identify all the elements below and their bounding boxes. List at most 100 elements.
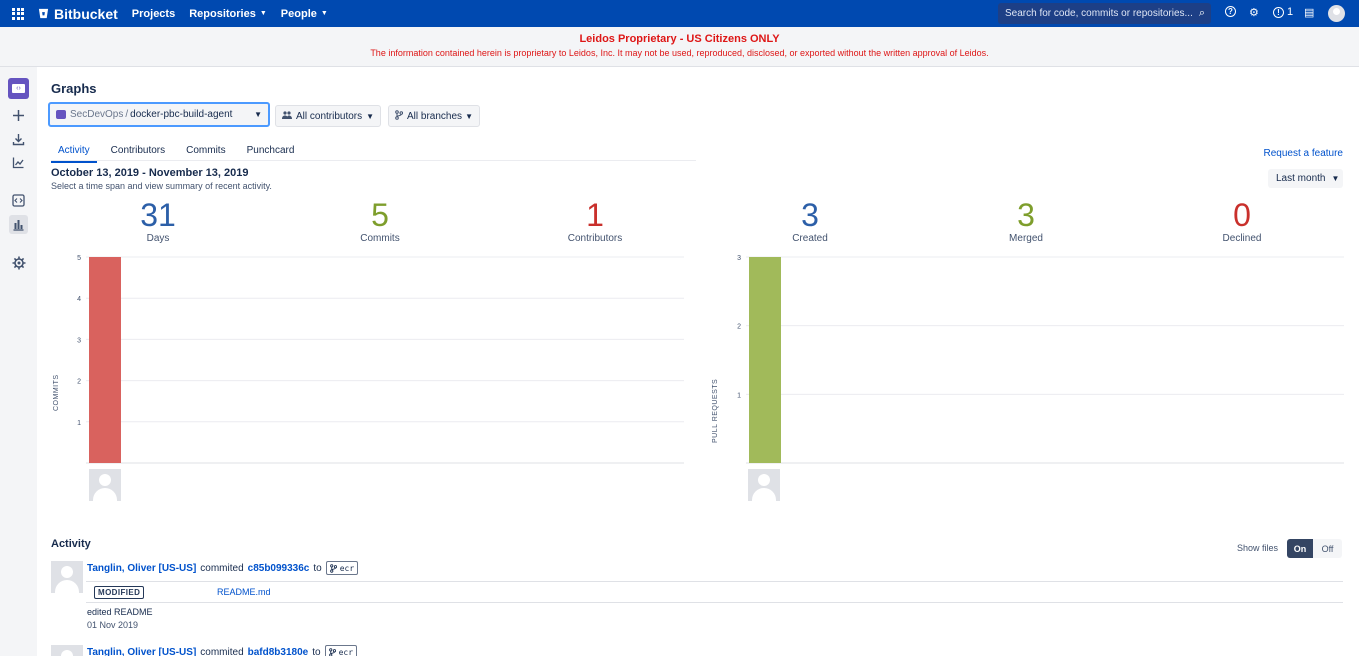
commit-author-avatar[interactable]	[51, 645, 83, 656]
commit-author-link[interactable]: Tanglin, Oliver [US-US]	[87, 646, 197, 656]
commit-hash-link[interactable]: c85b099336c	[247, 562, 310, 574]
file-status-badge: MODIFIED	[94, 586, 145, 599]
stat-days-label: Days	[146, 233, 170, 244]
settings-gear-icon[interactable]	[9, 253, 28, 272]
commit-action: commited	[200, 562, 244, 574]
chevron-down-icon: ▼	[259, 10, 267, 17]
show-files-off-button[interactable]: Off	[1313, 539, 1342, 558]
commits-chart-ylabel: COMMITS	[53, 374, 60, 411]
commits-chart-tick-label: 5	[77, 255, 81, 262]
stat-merged-value: 3	[1017, 197, 1035, 233]
show-files-on-button[interactable]: On	[1287, 539, 1313, 558]
branches-filter[interactable]: All branches ▼	[388, 105, 480, 127]
notifications-count: 1	[1287, 6, 1294, 18]
commit-author-link[interactable]: Tanglin, Oliver [US-US]	[87, 562, 197, 574]
stat-created-label: Created	[792, 233, 828, 244]
commit-action: commited	[200, 646, 244, 656]
nav-repositories-label: Repositories	[189, 7, 256, 20]
repository-icon	[56, 110, 66, 119]
help-icon[interactable]: ?	[1225, 6, 1236, 17]
nav-projects-label: Projects	[131, 7, 176, 20]
inbox-icon[interactable]: ▤	[1304, 7, 1315, 19]
repository-selector[interactable]: SecDevOps / docker-pbc-build-agent ▼	[48, 102, 270, 127]
commit-entry: Tanglin, Oliver [US-US] commited bafd8b3…	[87, 645, 358, 656]
commit-hash-link[interactable]: bafd8b3180e	[247, 646, 309, 656]
repository-avatar[interactable]	[8, 78, 29, 99]
commit-entry: Tanglin, Oliver [US-US] commited c85b099…	[87, 561, 359, 575]
nav-repositories[interactable]: Repositories ▼	[189, 8, 267, 20]
line-chart-icon[interactable]	[9, 153, 28, 172]
plus-icon[interactable]	[9, 106, 28, 125]
chevron-down-icon: ▼	[254, 110, 262, 119]
bar-chart-icon[interactable]	[9, 215, 28, 234]
stat-contributors-value: 1	[586, 197, 604, 233]
pull-requests-chart-ylabel: PULL REQUESTS	[712, 378, 719, 443]
show-files-toggle: On Off	[1287, 539, 1342, 558]
stat-commits: 5 Commits	[300, 199, 460, 244]
top-navigation: Bitbucket Projects Repositories ▼ People ▼…	[0, 0, 1359, 27]
chevron-down-icon: ▼	[1331, 174, 1340, 183]
stat-contributors-label: Contributors	[567, 233, 623, 244]
source-code-icon[interactable]	[9, 191, 28, 210]
tab-activity[interactable]: Activity	[51, 145, 97, 163]
branch-tag[interactable]: ecr	[324, 645, 358, 656]
branch-name: ecr	[338, 647, 354, 656]
contributor-avatar[interactable]	[748, 469, 780, 501]
tab-contributors[interactable]: Contributors	[110, 145, 166, 156]
nav-projects[interactable]: Projects	[132, 8, 175, 20]
graph-tabs: Activity Contributors Commits Punchcard	[51, 145, 315, 163]
repo-separator: /	[125, 109, 129, 120]
branch-tag[interactable]: ecr	[325, 561, 359, 575]
pull-requests-chart-tick-label: 3	[737, 255, 741, 262]
tab-punchcard[interactable]: Punchcard	[246, 145, 295, 156]
repo-name: docker-pbc-build-agent	[130, 109, 233, 120]
gear-icon[interactable]: ⚙	[1249, 7, 1259, 19]
people-icon	[282, 111, 292, 121]
pull-requests-chart-bar[interactable]	[749, 257, 781, 463]
stat-contributors: 1 Contributors	[515, 199, 675, 244]
branch-name: ecr	[339, 563, 355, 573]
search-placeholder: Search for code, commits or repositories…	[1005, 8, 1193, 19]
chevron-down-icon: ▼	[465, 111, 473, 121]
commit-to: to	[312, 646, 321, 656]
stat-created: 3 Created	[730, 199, 890, 244]
download-icon[interactable]	[9, 130, 28, 149]
banner-title: Leidos Proprietary - US Citizens ONLY	[579, 33, 780, 45]
contributor-avatar[interactable]	[89, 469, 121, 501]
commits-chart-bar[interactable]	[89, 257, 121, 463]
commit-message: edited README	[87, 607, 153, 617]
time-span-label: Last month	[1276, 173, 1326, 184]
commit-author-avatar[interactable]	[51, 561, 83, 593]
contributors-filter[interactable]: All contributors ▼	[275, 105, 381, 127]
bitbucket-logo[interactable]: Bitbucket	[38, 6, 118, 22]
stat-declined-value: 0	[1233, 197, 1251, 233]
branch-icon	[395, 110, 404, 122]
time-span-select[interactable]: Last month ▼	[1268, 169, 1343, 188]
stat-days: 31 Days	[78, 199, 238, 244]
request-feature-link[interactable]: Request a feature	[1263, 148, 1344, 159]
chevron-down-icon: ▼	[366, 111, 374, 121]
repo-project: SecDevOps	[70, 109, 124, 120]
tab-commits[interactable]: Commits	[186, 145, 226, 156]
pull-requests-chart-tick-label: 2	[737, 324, 741, 331]
page-title: Graphs	[51, 81, 97, 96]
nav-people[interactable]: People ▼	[281, 8, 328, 20]
app-switcher-icon[interactable]	[12, 7, 24, 20]
proprietary-banner: Leidos Proprietary - US Citizens ONLY Th…	[0, 27, 1359, 67]
file-link[interactable]: README.md	[217, 587, 271, 597]
commits-chart-tick-label: 3	[77, 337, 81, 344]
stat-merged-label: Merged	[1009, 233, 1043, 244]
search-input[interactable]: Search for code, commits or repositories…	[998, 3, 1211, 24]
date-range-description: Select a time span and view summary of r…	[51, 181, 272, 191]
notifications-button[interactable]: ! 1	[1273, 6, 1293, 18]
chevron-down-icon: ▼	[320, 10, 328, 17]
branch-icon	[329, 563, 337, 573]
pull-requests-chart-tick-label: 1	[737, 392, 741, 399]
stat-commits-label: Commits	[360, 233, 400, 244]
search-icon: ⌕	[1198, 7, 1205, 19]
changed-file-row: MODIFIED README.md	[86, 581, 1343, 603]
user-avatar[interactable]	[1328, 5, 1345, 22]
bitbucket-icon	[38, 8, 49, 19]
brand-name: Bitbucket	[54, 5, 118, 22]
stat-declined: 0 Declined	[1162, 199, 1322, 244]
